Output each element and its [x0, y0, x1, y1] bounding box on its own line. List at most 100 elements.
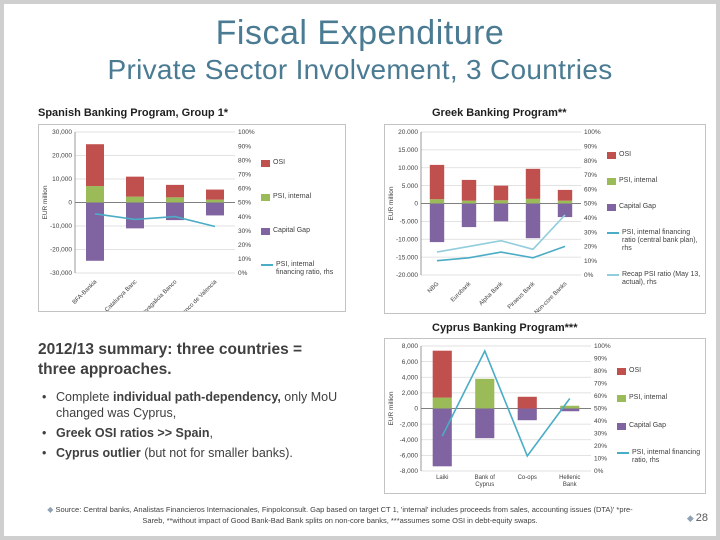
svg-text:8,000: 8,000	[402, 343, 419, 350]
svg-text:40%: 40%	[238, 214, 251, 221]
legend-box-swatch	[607, 177, 616, 185]
svg-text:Novagalicia Banco: Novagalicia Banco	[139, 279, 179, 311]
svg-text:60%: 60%	[584, 186, 597, 193]
svg-text:0: 0	[414, 201, 418, 208]
svg-text:6,000: 6,000	[402, 359, 419, 366]
legend-item: Recap PSI ratio (May 13, actual), rhs	[607, 271, 702, 287]
legend-item: Capital Gap	[261, 227, 342, 235]
bullet-text: only MoU changed was Cyprus,	[56, 389, 338, 420]
footer-text: Source: Central banks, Analistas Financi…	[55, 505, 633, 525]
chart-cyprus-legend: OSI PSI, internal Capital Gap PSI, internal…	[615, 339, 705, 493]
svg-text:50%: 50%	[238, 200, 251, 207]
svg-text:Banco de Valencia: Banco de Valencia	[179, 279, 219, 311]
svg-text:Eurobank: Eurobank	[450, 280, 473, 303]
legend-line-swatch	[261, 263, 273, 266]
page-number-value: 28	[695, 512, 708, 524]
svg-text:100%: 100%	[584, 129, 601, 136]
legend-box-swatch	[617, 367, 626, 375]
legend-item: OSI	[607, 151, 702, 159]
chart-spain-plot: 30,000 20,000 10,000 0 -10,000 -20,000 -30,000…	[39, 125, 259, 318]
chart-title-cyprus: Cyprus Banking Program***	[432, 322, 578, 334]
svg-text:Alpha Bank: Alpha Bank	[478, 280, 505, 307]
legend-item: Capital Gap	[617, 422, 702, 430]
svg-text:2,000: 2,000	[402, 390, 419, 397]
summary-heading: 2012/13 summary: three countries = three…	[38, 341, 303, 378]
svg-text:NBG: NBG	[427, 281, 441, 295]
svg-text:50%: 50%	[594, 406, 607, 413]
svg-text:Laiki: Laiki	[436, 475, 448, 481]
legend-label: Capital Gap	[619, 202, 656, 210]
svg-text:-10.000: -10.000	[396, 236, 418, 243]
legend-box-swatch	[617, 395, 626, 403]
footer-diamond-icon: ◆	[47, 505, 54, 514]
svg-text:40%: 40%	[584, 215, 597, 222]
svg-text:80%: 80%	[238, 157, 251, 164]
legend-box-swatch	[261, 227, 270, 235]
chart-svg: 30,000 20,000 10,000 0 -10,000 -20,000 -30,000…	[42, 129, 255, 318]
svg-text:100%: 100%	[238, 129, 255, 136]
svg-text:BFA-Bankia: BFA-Bankia	[72, 279, 99, 306]
summary-bullet: Complete individual path-dependency, onl…	[38, 389, 342, 422]
bullet-bold-text: Cyprus outlier	[56, 446, 141, 461]
legend-item: PSI, internal	[607, 177, 702, 185]
chart-svg: 8,000 6,000 4,000 2,000 0 -2,000 -4,000 -6,000 -…	[388, 343, 611, 488]
legend-item: OSI	[261, 159, 342, 167]
svg-text:30%: 30%	[584, 229, 597, 236]
legend-item: PSI, internal financing ratio, rhs	[617, 449, 702, 465]
legend-box-swatch	[261, 159, 270, 167]
svg-text:20%: 20%	[584, 244, 597, 251]
chart-title-greece: Greek Banking Program**	[432, 107, 567, 119]
summary-bullet: Cyprus outlier (but not for smaller bank…	[38, 445, 342, 462]
legend-box-swatch	[607, 151, 616, 159]
svg-text:-30,000: -30,000	[50, 270, 72, 277]
legend-label: OSI	[273, 158, 286, 166]
legend-line-swatch	[607, 231, 619, 234]
legend-item: Capital Gap	[607, 203, 702, 211]
legend-item: PSI, internal	[617, 394, 702, 403]
svg-text:EUR million: EUR million	[388, 186, 395, 220]
bullet-bold-text: Greek OSI ratios >> Spain	[56, 426, 210, 441]
bullet-text: ,	[209, 426, 214, 441]
svg-text:20%: 20%	[238, 242, 251, 249]
chart-greece-plot: 20.000 15.000 10.000 5.000 0 -5.000 -10.000 -15…	[385, 125, 605, 316]
svg-text:10.000: 10.000	[398, 165, 418, 172]
bullet-text: (but not for smaller banks).	[140, 446, 293, 461]
svg-text:Piraeus Bank: Piraeus Bank	[507, 280, 537, 310]
footer: ◆ Source: Central banks, Analistas Financ…	[44, 504, 636, 526]
svg-text:Non-core Banks: Non-core Banks	[534, 281, 569, 313]
svg-text:-8,000: -8,000	[400, 468, 419, 475]
legend-label: Capital Gap	[629, 421, 666, 429]
legend-label: OSI	[629, 366, 642, 374]
summary-bullets: Complete individual path-dependency, onl…	[38, 389, 342, 462]
slide-title: Fiscal Expenditure	[215, 14, 505, 52]
svg-text:-10,000: -10,000	[50, 223, 72, 230]
svg-text:15.000: 15.000	[398, 147, 418, 154]
legend-label: PSI, internal financing ratio, rhs	[276, 260, 334, 276]
svg-text:60%: 60%	[238, 186, 251, 193]
summary-block: 2012/13 summary: three countries = three…	[38, 340, 342, 466]
slide: Fiscal Expenditure Private Sector Involv…	[4, 4, 716, 536]
svg-text:5.000: 5.000	[402, 183, 419, 190]
svg-text:Co-ops: Co-ops	[518, 475, 537, 481]
svg-text:50%: 50%	[584, 201, 597, 208]
bullet-text: Complete	[56, 389, 113, 404]
svg-text:0%: 0%	[584, 272, 594, 279]
svg-text:10%: 10%	[594, 456, 607, 463]
svg-text:Bank: Bank	[563, 482, 578, 488]
svg-text:0: 0	[68, 200, 72, 207]
legend-box-swatch	[261, 193, 270, 201]
svg-text:30,000: 30,000	[52, 129, 72, 136]
legend-label: PSI, internal financing ratio, rhs	[632, 449, 701, 465]
svg-text:30%: 30%	[594, 431, 607, 438]
svg-text:30%: 30%	[238, 228, 251, 235]
legend-label: Recap PSI ratio (May 13, actual), rhs	[622, 270, 701, 287]
svg-text:Cyprus: Cyprus	[475, 482, 494, 488]
svg-text:-5.000: -5.000	[400, 219, 419, 226]
legend-label: PSI, internal	[629, 394, 668, 402]
legend-item: PSI, internal financing ratio (central b…	[607, 229, 702, 253]
svg-text:Catalunya Banc: Catalunya Banc	[104, 279, 138, 311]
svg-text:-20,000: -20,000	[50, 247, 72, 254]
svg-text:80%: 80%	[584, 158, 597, 165]
svg-text:-4,000: -4,000	[400, 437, 419, 444]
